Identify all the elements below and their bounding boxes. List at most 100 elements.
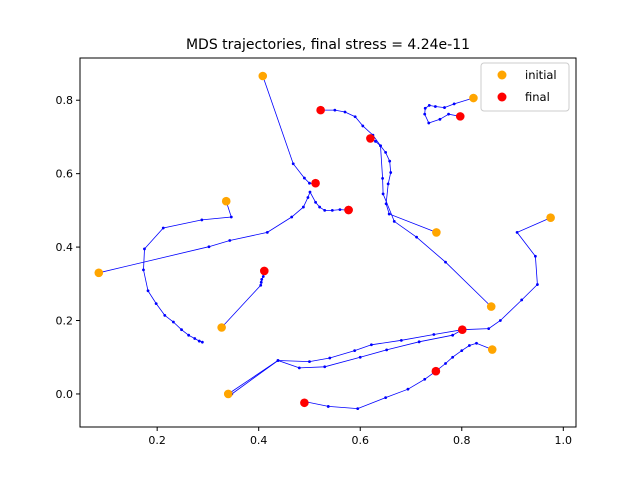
final-point xyxy=(300,398,309,408)
trajectory-step-point xyxy=(515,231,519,234)
trajectory-step-point xyxy=(207,245,211,249)
trajectory-step-point xyxy=(142,268,145,272)
trajectory-step-point xyxy=(333,108,337,112)
initial-point xyxy=(432,228,441,237)
trajectory-step-point xyxy=(161,226,165,230)
initial-point xyxy=(223,389,233,399)
chart-title: MDS trajectories, final stress = 4.24e-1… xyxy=(186,37,470,53)
trajectory-points xyxy=(94,71,555,408)
trajectory-step-point xyxy=(451,355,455,359)
trajectory-step-point xyxy=(423,112,427,116)
initial-point xyxy=(487,345,497,354)
trajectory-step-point xyxy=(438,117,442,121)
trajectory-step-point xyxy=(384,150,388,154)
trajectory-step-point xyxy=(290,215,294,219)
final-point xyxy=(316,105,325,115)
trajectory-step-point xyxy=(443,106,446,109)
y-tick-label: 0.2 xyxy=(56,315,74,328)
trajectory-step-point xyxy=(370,343,373,347)
trajectory-step-point xyxy=(447,112,450,116)
initial-point xyxy=(94,268,104,278)
trajectory-step-point xyxy=(433,105,437,108)
trajectory-step-point xyxy=(444,260,447,264)
y-tick-label: 0.6 xyxy=(56,168,74,181)
trajectory-step-point xyxy=(388,159,392,163)
trajectory-step-point xyxy=(356,407,360,411)
trajectory-step-point xyxy=(328,356,332,360)
trajectory-step-point xyxy=(228,239,232,242)
trajectory-step-point xyxy=(302,176,306,180)
trajectory-line xyxy=(231,217,551,395)
trajectory-step-point xyxy=(533,254,537,258)
initial-point xyxy=(221,196,231,206)
trajectory-step-point xyxy=(374,139,377,143)
trajectory-step-point xyxy=(406,387,410,391)
trajectory-step-point xyxy=(308,181,311,185)
trajectory-step-point xyxy=(314,200,317,204)
trajectory-line xyxy=(370,138,437,233)
trajectory-step-point xyxy=(308,190,312,194)
x-tick-label: 0.4 xyxy=(250,434,268,447)
trajectory-step-point xyxy=(361,124,365,128)
trajectory-step-point xyxy=(323,365,327,369)
trajectory-step-point xyxy=(291,162,295,166)
trajectory-step-point xyxy=(392,219,396,223)
initial-point xyxy=(217,323,226,332)
trajectory-step-point xyxy=(172,320,175,324)
trajectory-step-point xyxy=(387,212,391,216)
trajectory-step-point xyxy=(475,341,478,345)
trajectory-step-point xyxy=(200,340,204,344)
trajectory-step-point xyxy=(143,247,146,251)
trajectory-step-point xyxy=(200,218,204,222)
trajectory-step-point xyxy=(384,396,388,400)
final-point xyxy=(344,205,353,215)
trajectory-step-point xyxy=(276,359,280,362)
trajectory-step-point xyxy=(229,215,233,219)
trajectory-step-point xyxy=(330,208,334,212)
trajectory-step-point xyxy=(381,192,385,196)
trajectory-step-point xyxy=(432,333,436,336)
trajectory-step-point xyxy=(381,177,384,180)
initial-point xyxy=(546,213,555,223)
trajectory-step-point xyxy=(385,348,389,352)
y-tick-label: 0.4 xyxy=(56,241,74,254)
trajectory-step-point xyxy=(308,360,311,364)
x-tick-label: 0.6 xyxy=(351,434,369,447)
initial-point xyxy=(469,93,478,103)
trajectory-step-point xyxy=(301,205,305,209)
trajectory-step-point xyxy=(265,231,269,234)
y-tick-label: 0.8 xyxy=(56,94,74,107)
trajectory-step-point xyxy=(379,144,382,148)
trajectory-step-point xyxy=(353,349,357,353)
trajectory-step-point xyxy=(536,283,539,286)
trajectory-step-point xyxy=(520,298,524,302)
trajectory-step-point xyxy=(487,327,491,330)
trajectory-step-point xyxy=(261,275,265,278)
legend-marker-final xyxy=(497,92,507,102)
trajectory-step-point xyxy=(423,377,427,381)
trajectory-step-point xyxy=(259,280,263,284)
trajectory-step-point xyxy=(323,208,327,212)
legend-label-final: final xyxy=(525,90,550,104)
trajectory-step-point xyxy=(427,103,431,107)
legend-label-initial: initial xyxy=(525,68,557,82)
trajectory-step-point xyxy=(451,333,455,337)
legend-marker-initial xyxy=(497,70,507,80)
x-tick-label: 0.2 xyxy=(148,434,166,447)
trajectory-step-point xyxy=(460,349,464,353)
axis-ticks: 0.2 0.4 0.6 0.8 1.0 0.0 0.2 0.4 0.6 0.8 xyxy=(56,94,573,447)
initial-point xyxy=(486,302,496,311)
trajectory-step-point xyxy=(260,278,264,281)
x-tick-label: 0.8 xyxy=(453,434,471,447)
final-point xyxy=(311,178,320,188)
trajectory-step-point xyxy=(154,302,158,306)
trajectory-step-point xyxy=(423,106,427,110)
trajectory-step-point xyxy=(415,235,418,239)
trajectory-step-point xyxy=(297,366,301,370)
final-point xyxy=(366,134,375,143)
trajectory-step-point xyxy=(259,283,263,287)
trajectory-step-point xyxy=(427,121,431,125)
trajectory-line xyxy=(304,342,493,410)
trajectory-step-point xyxy=(467,344,471,347)
